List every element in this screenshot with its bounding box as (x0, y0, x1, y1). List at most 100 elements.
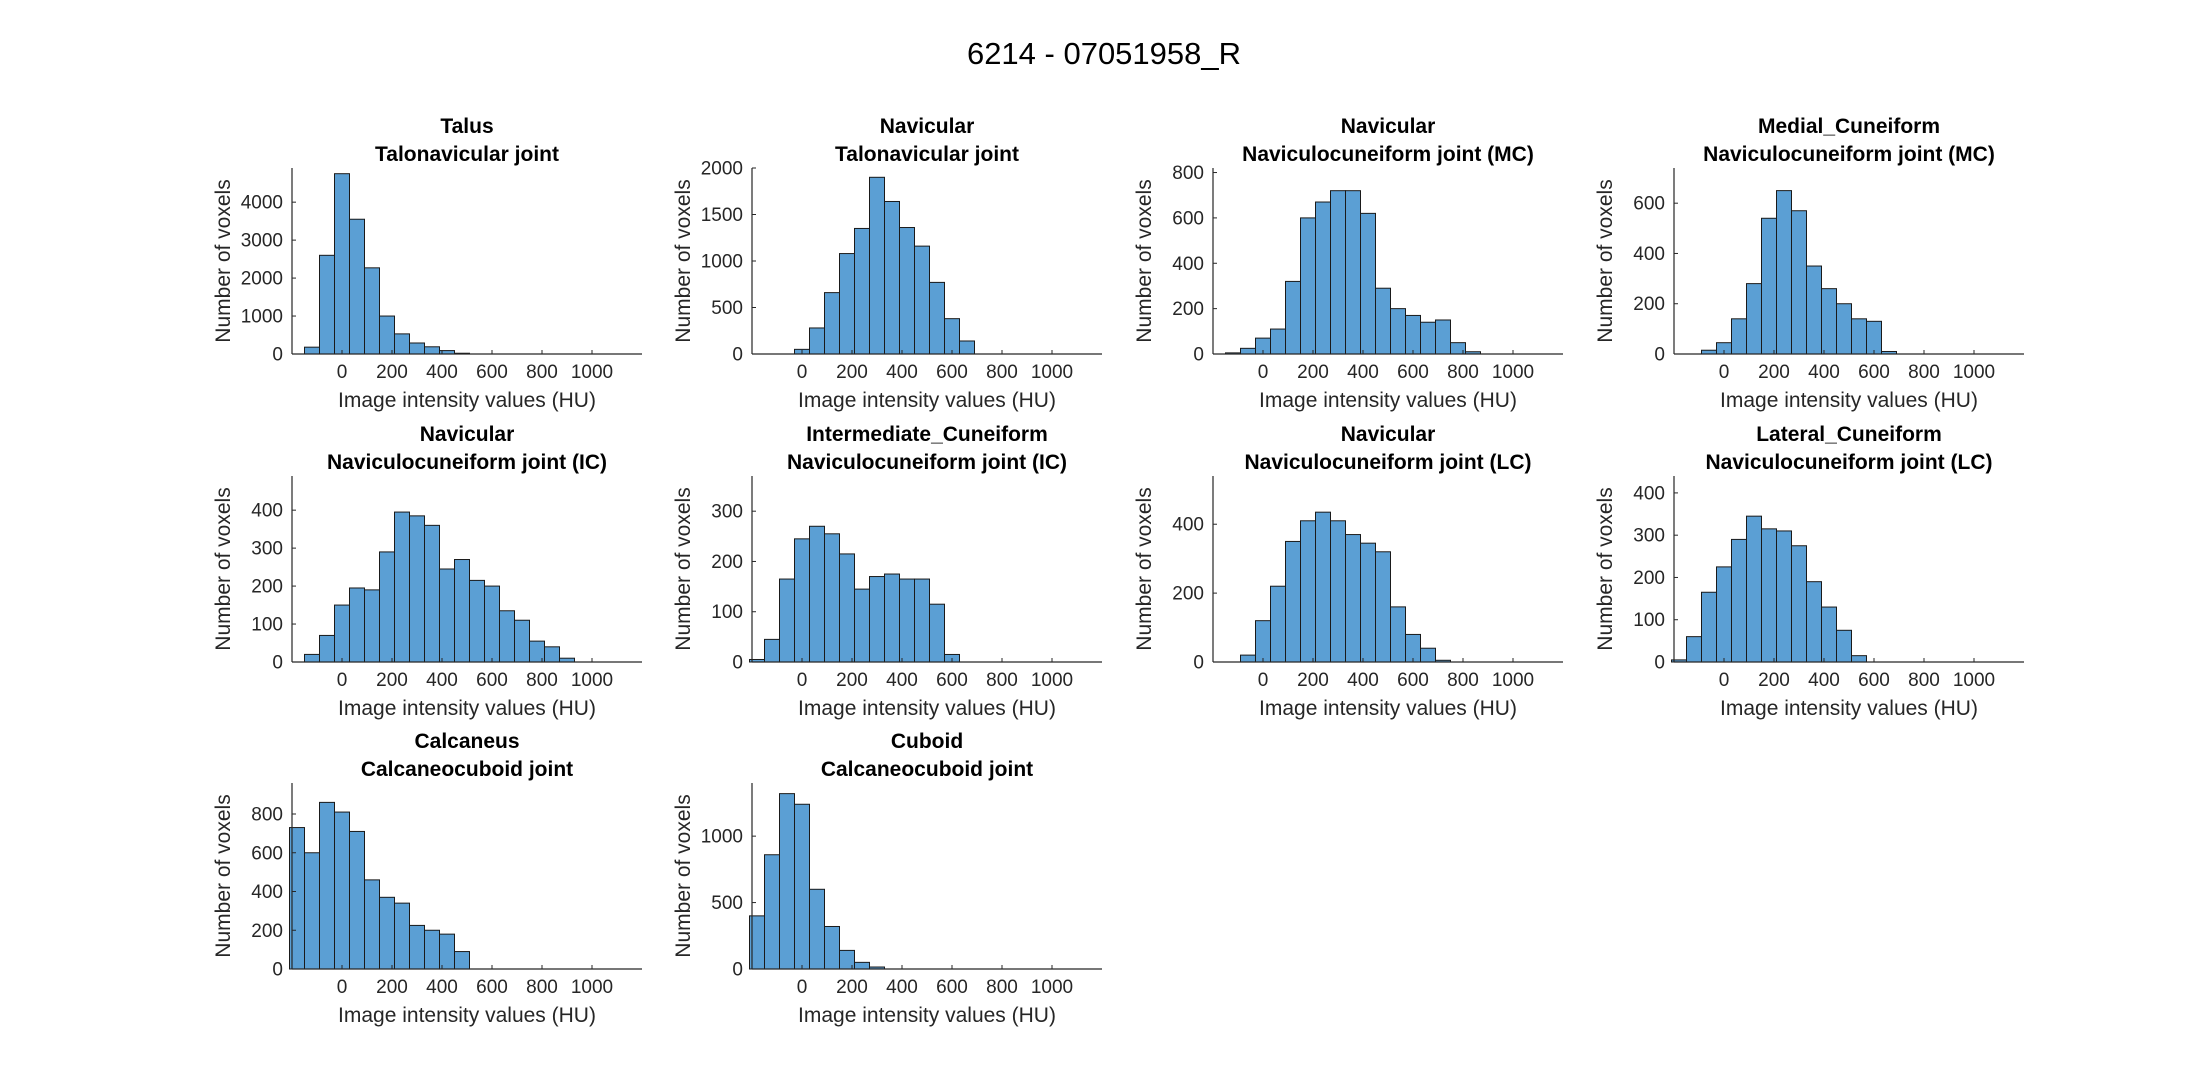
x-tick-label: 200 (376, 670, 408, 691)
x-tick-label: 400 (426, 977, 458, 998)
x-tick-label: 800 (986, 977, 1018, 998)
y-axis-label: Number of voxels (212, 487, 235, 650)
y-tick-label: 0 (732, 653, 743, 674)
y-tick-label: 100 (711, 602, 743, 623)
histogram-bar (319, 801, 335, 970)
histogram-bar (1420, 321, 1436, 355)
histogram-bar (304, 346, 320, 355)
histogram-bar (944, 318, 960, 355)
panel-title-line: Talonavicular joint (375, 143, 559, 166)
histogram-bar (424, 929, 440, 970)
y-tick-label: 600 (1633, 194, 1665, 215)
histogram-bar (1240, 347, 1256, 355)
y-axis-label: Number of voxels (212, 794, 235, 957)
histogram-bar (1791, 545, 1807, 663)
histogram-bar (334, 811, 350, 970)
x-tick-label: 1000 (571, 362, 613, 383)
histogram-bar (914, 245, 930, 355)
x-tick-label: 200 (1297, 362, 1329, 383)
histogram-bar (1315, 201, 1331, 355)
histogram-bar (854, 961, 870, 970)
histogram-bar (824, 292, 840, 355)
x-tick-label: 400 (886, 977, 918, 998)
x-tick-label: 800 (526, 362, 558, 383)
x-axis-label: Image intensity values (HU) (1259, 697, 1517, 720)
x-tick-label: 200 (1297, 670, 1329, 691)
histogram-bar (1866, 320, 1882, 355)
y-tick-label: 600 (251, 843, 283, 864)
x-tick-label: 0 (797, 362, 808, 383)
x-tick-label: 200 (1758, 670, 1790, 691)
y-tick-label: 200 (1633, 294, 1665, 315)
x-tick-label: 800 (1908, 362, 1940, 383)
y-tick-label: 400 (1633, 244, 1665, 265)
panel-title-line: Naviculocuneiform joint (IC) (787, 451, 1067, 474)
panel-title-line: Calcaneus (414, 730, 519, 753)
panel-title-line: Calcaneocuboid joint (821, 758, 1033, 781)
histogram-bar (899, 578, 915, 663)
panel-title-line: Naviculocuneiform joint (MC) (1242, 143, 1534, 166)
panel-title-line: Intermediate_Cuneiform (806, 423, 1048, 446)
x-tick-label: 400 (1808, 362, 1840, 383)
x-tick-label: 600 (1858, 362, 1890, 383)
y-tick-label: 300 (251, 539, 283, 560)
y-axis-label: Number of voxels (672, 487, 695, 650)
histogram-bar (1435, 319, 1451, 355)
histogram-bar (319, 254, 335, 355)
histogram-bar (1270, 585, 1286, 663)
histogram-bar (1255, 620, 1271, 663)
x-tick-label: 800 (986, 362, 1018, 383)
x-tick-label: 1000 (1031, 977, 1073, 998)
histogram-bar (304, 852, 320, 970)
y-tick-label: 200 (1172, 584, 1204, 605)
panel-title-line: Naviculocuneiform joint (IC) (327, 451, 607, 474)
x-tick-label: 600 (1858, 670, 1890, 691)
histogram-bar (899, 227, 915, 355)
histogram-panel: 0 200 400 600 800 1000 0 100 200 300 400 Image inte… (1594, 423, 2024, 720)
panel-title-line: Cuboid (891, 730, 963, 753)
histogram-bar (929, 281, 945, 355)
y-tick-label: 0 (272, 960, 283, 981)
histogram-bar (869, 576, 885, 663)
y-tick-label: 100 (251, 615, 283, 636)
x-axis-label: Image intensity values (HU) (338, 697, 596, 720)
histogram-panel: 0 200 400 600 800 1000 0 200 400 600 800 Image inte… (212, 730, 642, 1027)
histogram-bar (484, 585, 500, 663)
histogram-bar (1330, 520, 1346, 663)
histogram-bar (884, 200, 900, 355)
histogram-bar (364, 267, 380, 355)
histogram-bar (349, 587, 365, 663)
y-tick-label: 200 (1172, 299, 1204, 320)
x-tick-label: 0 (337, 362, 348, 383)
y-tick-label: 0 (272, 345, 283, 366)
y-tick-label: 200 (251, 577, 283, 598)
y-tick-label: 500 (711, 893, 743, 914)
x-tick-label: 800 (1447, 670, 1479, 691)
histogram-bar (1345, 534, 1361, 663)
histogram-bar (1731, 318, 1747, 355)
histogram-bar (514, 619, 530, 663)
histogram-bar (1405, 633, 1421, 663)
histogram-panel: 0 200 400 600 800 1000 0 500 1000 Image intensity… (672, 730, 1102, 1027)
x-tick-label: 400 (1347, 670, 1379, 691)
y-tick-label: 200 (1633, 568, 1665, 589)
y-tick-label: 800 (251, 805, 283, 826)
histogram-bar (809, 888, 825, 970)
y-tick-label: 2000 (241, 269, 283, 290)
histogram-bar (764, 854, 780, 970)
panel-title-line: Calcaneocuboid joint (361, 758, 573, 781)
panel-title-line: Naviculocuneiform joint (MC) (1703, 143, 1995, 166)
x-tick-label: 400 (426, 670, 458, 691)
x-tick-label: 1000 (1953, 670, 1995, 691)
y-tick-label: 600 (1172, 208, 1204, 229)
y-axis-label: Number of voxels (1594, 179, 1617, 342)
histogram-bar (1776, 530, 1792, 663)
histogram-bar (394, 902, 410, 970)
x-axis-label: Image intensity values (HU) (1259, 389, 1517, 412)
y-axis-label: Number of voxels (212, 179, 235, 342)
histogram-bar (1716, 566, 1732, 663)
x-tick-label: 400 (886, 362, 918, 383)
histogram-bar (409, 342, 425, 355)
x-tick-label: 1000 (1492, 362, 1534, 383)
